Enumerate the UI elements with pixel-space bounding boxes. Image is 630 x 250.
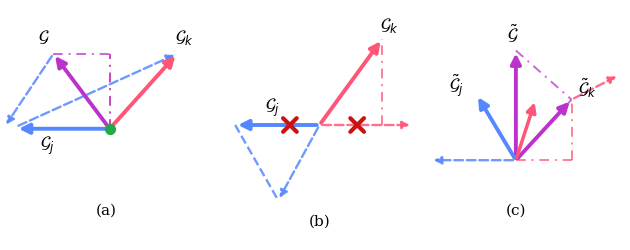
Text: $\mathcal{G}_j$: $\mathcal{G}_j$: [265, 96, 280, 119]
Text: $\tilde{\mathcal{G}}_j$: $\tilde{\mathcal{G}}_j$: [449, 73, 464, 100]
Text: $\mathcal{G}_j$: $\mathcal{G}_j$: [40, 135, 55, 158]
Text: $\mathcal{G}$: $\mathcal{G}$: [38, 28, 50, 46]
Text: (c): (c): [506, 203, 526, 217]
Text: $\tilde{\mathcal{G}}$: $\tilde{\mathcal{G}}$: [507, 22, 518, 45]
Text: $\tilde{\mathcal{G}}_k$: $\tilde{\mathcal{G}}_k$: [578, 76, 597, 100]
Text: (a): (a): [95, 204, 117, 218]
Text: $\mathcal{G}_k$: $\mathcal{G}_k$: [175, 28, 194, 48]
Text: $\mathcal{G}_k$: $\mathcal{G}_k$: [380, 16, 399, 35]
Text: (b): (b): [309, 214, 330, 228]
